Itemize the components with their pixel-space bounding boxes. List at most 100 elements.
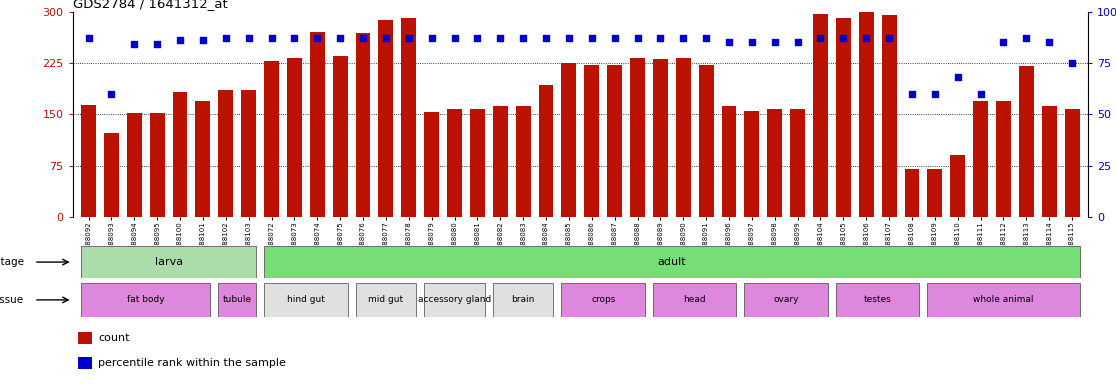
Point <box>400 35 417 41</box>
Bar <box>104 133 119 217</box>
Text: whole animal: whole animal <box>973 295 1033 305</box>
Bar <box>333 56 347 217</box>
Point <box>125 41 143 48</box>
Text: hind gut: hind gut <box>287 295 325 305</box>
Text: ovary: ovary <box>773 295 799 305</box>
Bar <box>150 113 164 217</box>
Bar <box>722 106 737 217</box>
Bar <box>1065 109 1079 217</box>
Text: brain: brain <box>511 295 535 305</box>
Text: GDS2784 / 1641312_at: GDS2784 / 1641312_at <box>73 0 228 10</box>
Point <box>628 35 646 41</box>
Point <box>743 39 761 45</box>
Bar <box>539 86 554 217</box>
Bar <box>585 65 599 217</box>
FancyBboxPatch shape <box>653 283 737 317</box>
Bar <box>790 109 805 217</box>
Text: percentile rank within the sample: percentile rank within the sample <box>98 358 286 368</box>
FancyBboxPatch shape <box>927 283 1079 317</box>
Bar <box>424 111 439 217</box>
Bar <box>951 156 965 217</box>
Point <box>286 35 304 41</box>
Text: head: head <box>683 295 706 305</box>
Bar <box>264 61 279 217</box>
Text: count: count <box>98 333 129 343</box>
Point <box>537 35 555 41</box>
Bar <box>356 33 371 217</box>
FancyBboxPatch shape <box>836 283 920 317</box>
Bar <box>859 12 874 217</box>
Bar <box>927 169 942 217</box>
FancyBboxPatch shape <box>493 283 554 317</box>
Bar <box>287 58 301 217</box>
Bar <box>378 20 393 217</box>
Text: tubule: tubule <box>223 295 252 305</box>
Point <box>491 35 509 41</box>
Point <box>583 35 600 41</box>
FancyBboxPatch shape <box>81 283 210 317</box>
Point <box>171 37 189 43</box>
Bar <box>836 18 850 217</box>
Point <box>240 35 258 41</box>
Point <box>79 35 97 41</box>
Point <box>445 35 463 41</box>
Point <box>1040 39 1058 45</box>
Point <box>606 35 624 41</box>
Point <box>354 35 372 41</box>
FancyBboxPatch shape <box>264 246 1079 278</box>
FancyBboxPatch shape <box>81 246 256 278</box>
Point <box>994 39 1012 45</box>
Bar <box>676 58 691 217</box>
Bar <box>241 90 256 217</box>
Text: tissue: tissue <box>0 295 23 305</box>
FancyBboxPatch shape <box>264 283 347 317</box>
Point <box>1018 35 1036 41</box>
FancyBboxPatch shape <box>356 283 416 317</box>
Point <box>949 74 966 80</box>
Point <box>103 91 121 97</box>
Point <box>331 35 349 41</box>
Point <box>423 35 441 41</box>
Text: mid gut: mid gut <box>368 295 404 305</box>
Bar <box>814 14 828 217</box>
Bar <box>744 111 759 217</box>
Text: larva: larva <box>154 257 183 267</box>
Point <box>469 35 487 41</box>
FancyBboxPatch shape <box>424 283 484 317</box>
Point <box>926 91 944 97</box>
Text: fat body: fat body <box>127 295 164 305</box>
Point <box>560 35 578 41</box>
Bar <box>1019 66 1033 217</box>
Point <box>903 91 921 97</box>
Bar <box>173 92 187 217</box>
Bar <box>470 109 484 217</box>
Bar <box>905 169 920 217</box>
Point <box>652 35 670 41</box>
Bar <box>78 357 92 369</box>
Bar <box>81 105 96 217</box>
Point <box>377 35 395 41</box>
Bar <box>402 18 416 217</box>
Bar <box>699 65 713 217</box>
Point <box>835 35 853 41</box>
Point <box>217 35 234 41</box>
Point <box>262 35 280 41</box>
FancyBboxPatch shape <box>744 283 828 317</box>
Point <box>720 39 738 45</box>
Text: development stage: development stage <box>0 257 23 267</box>
Bar <box>973 101 988 217</box>
Text: testes: testes <box>864 295 892 305</box>
Text: crops: crops <box>591 295 615 305</box>
Point <box>698 35 715 41</box>
Bar <box>219 90 233 217</box>
Point <box>972 91 990 97</box>
Point <box>1064 60 1081 66</box>
Bar <box>653 60 667 217</box>
Bar <box>1041 106 1057 217</box>
Bar <box>78 332 92 344</box>
Bar <box>448 109 462 217</box>
Bar <box>882 15 896 217</box>
Point <box>857 35 875 41</box>
Bar <box>631 58 645 217</box>
Bar <box>561 63 576 217</box>
